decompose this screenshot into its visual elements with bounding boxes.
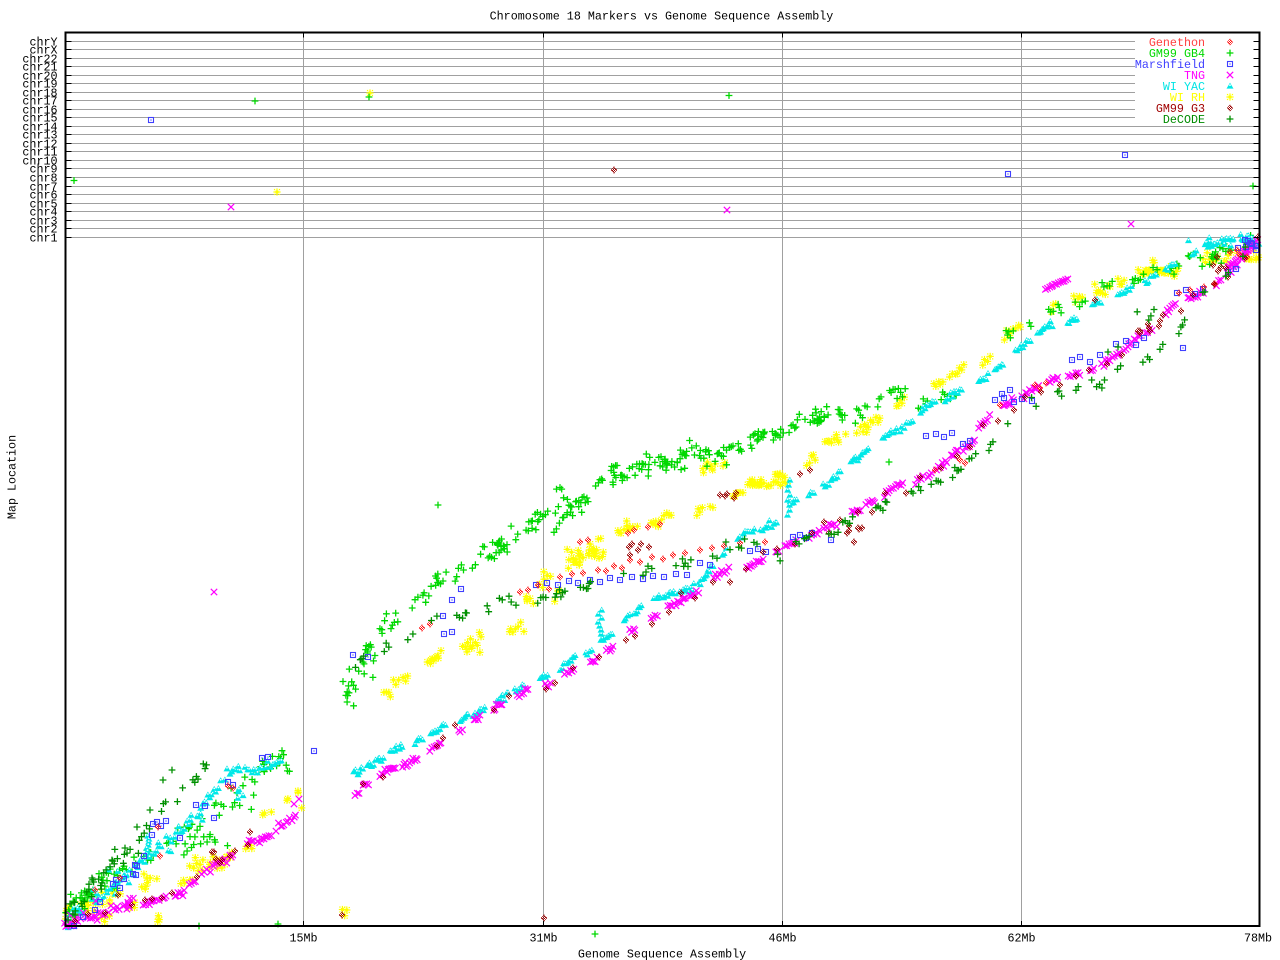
svg-text:WI YAC: WI YAC bbox=[1163, 80, 1205, 94]
svg-text:Map Location: Map Location bbox=[6, 435, 20, 519]
svg-text:62Mb: 62Mb bbox=[1007, 932, 1035, 946]
svg-text:chr7: chr7 bbox=[29, 181, 57, 195]
svg-text:GM99 G3: GM99 G3 bbox=[1156, 102, 1205, 116]
svg-text:chr22: chr22 bbox=[22, 53, 57, 67]
svg-text:chr13: chr13 bbox=[22, 129, 57, 143]
svg-text:chr21: chr21 bbox=[22, 61, 57, 75]
svg-text:chr9: chr9 bbox=[29, 163, 57, 177]
svg-text:chr18: chr18 bbox=[22, 87, 57, 101]
svg-text:chr1: chr1 bbox=[29, 232, 57, 246]
svg-text:chr19: chr19 bbox=[22, 78, 57, 92]
svg-text:Chromosome 18 Markers vs Genom: Chromosome 18 Markers vs Genome Sequence… bbox=[490, 10, 834, 24]
svg-text:chr6: chr6 bbox=[29, 189, 57, 203]
svg-text:chr5: chr5 bbox=[29, 198, 57, 212]
svg-text:chr10: chr10 bbox=[22, 155, 57, 169]
svg-text:Genethon: Genethon bbox=[1149, 36, 1205, 50]
svg-text:chr16: chr16 bbox=[22, 104, 57, 118]
svg-text:chr8: chr8 bbox=[29, 172, 57, 186]
svg-text:DeCODE: DeCODE bbox=[1163, 113, 1205, 127]
svg-text:46Mb: 46Mb bbox=[768, 932, 796, 946]
svg-text:GM99 GB4: GM99 GB4 bbox=[1149, 47, 1205, 61]
svg-text:78Mb: 78Mb bbox=[1244, 932, 1272, 946]
svg-text:chr20: chr20 bbox=[22, 70, 57, 84]
svg-text:chr17: chr17 bbox=[22, 95, 57, 109]
svg-text:chr4: chr4 bbox=[29, 206, 57, 220]
svg-text:Genome Sequence Assembly: Genome Sequence Assembly bbox=[578, 948, 746, 960]
svg-text:chr11: chr11 bbox=[22, 146, 57, 160]
svg-text:31Mb: 31Mb bbox=[529, 932, 557, 946]
svg-text:chr2: chr2 bbox=[29, 223, 57, 237]
svg-text:Marshfield: Marshfield bbox=[1135, 58, 1205, 72]
svg-text:TNG: TNG bbox=[1184, 69, 1205, 83]
svg-text:WI RH: WI RH bbox=[1170, 91, 1205, 105]
svg-text:chr3: chr3 bbox=[29, 215, 57, 229]
svg-text:chr12: chr12 bbox=[22, 138, 57, 152]
svg-text:chr15: chr15 bbox=[22, 112, 57, 126]
svg-text:chrY: chrY bbox=[29, 36, 57, 50]
svg-text:chrX: chrX bbox=[29, 44, 57, 58]
svg-text:15Mb: 15Mb bbox=[289, 932, 317, 946]
svg-text:chr14: chr14 bbox=[22, 121, 57, 135]
